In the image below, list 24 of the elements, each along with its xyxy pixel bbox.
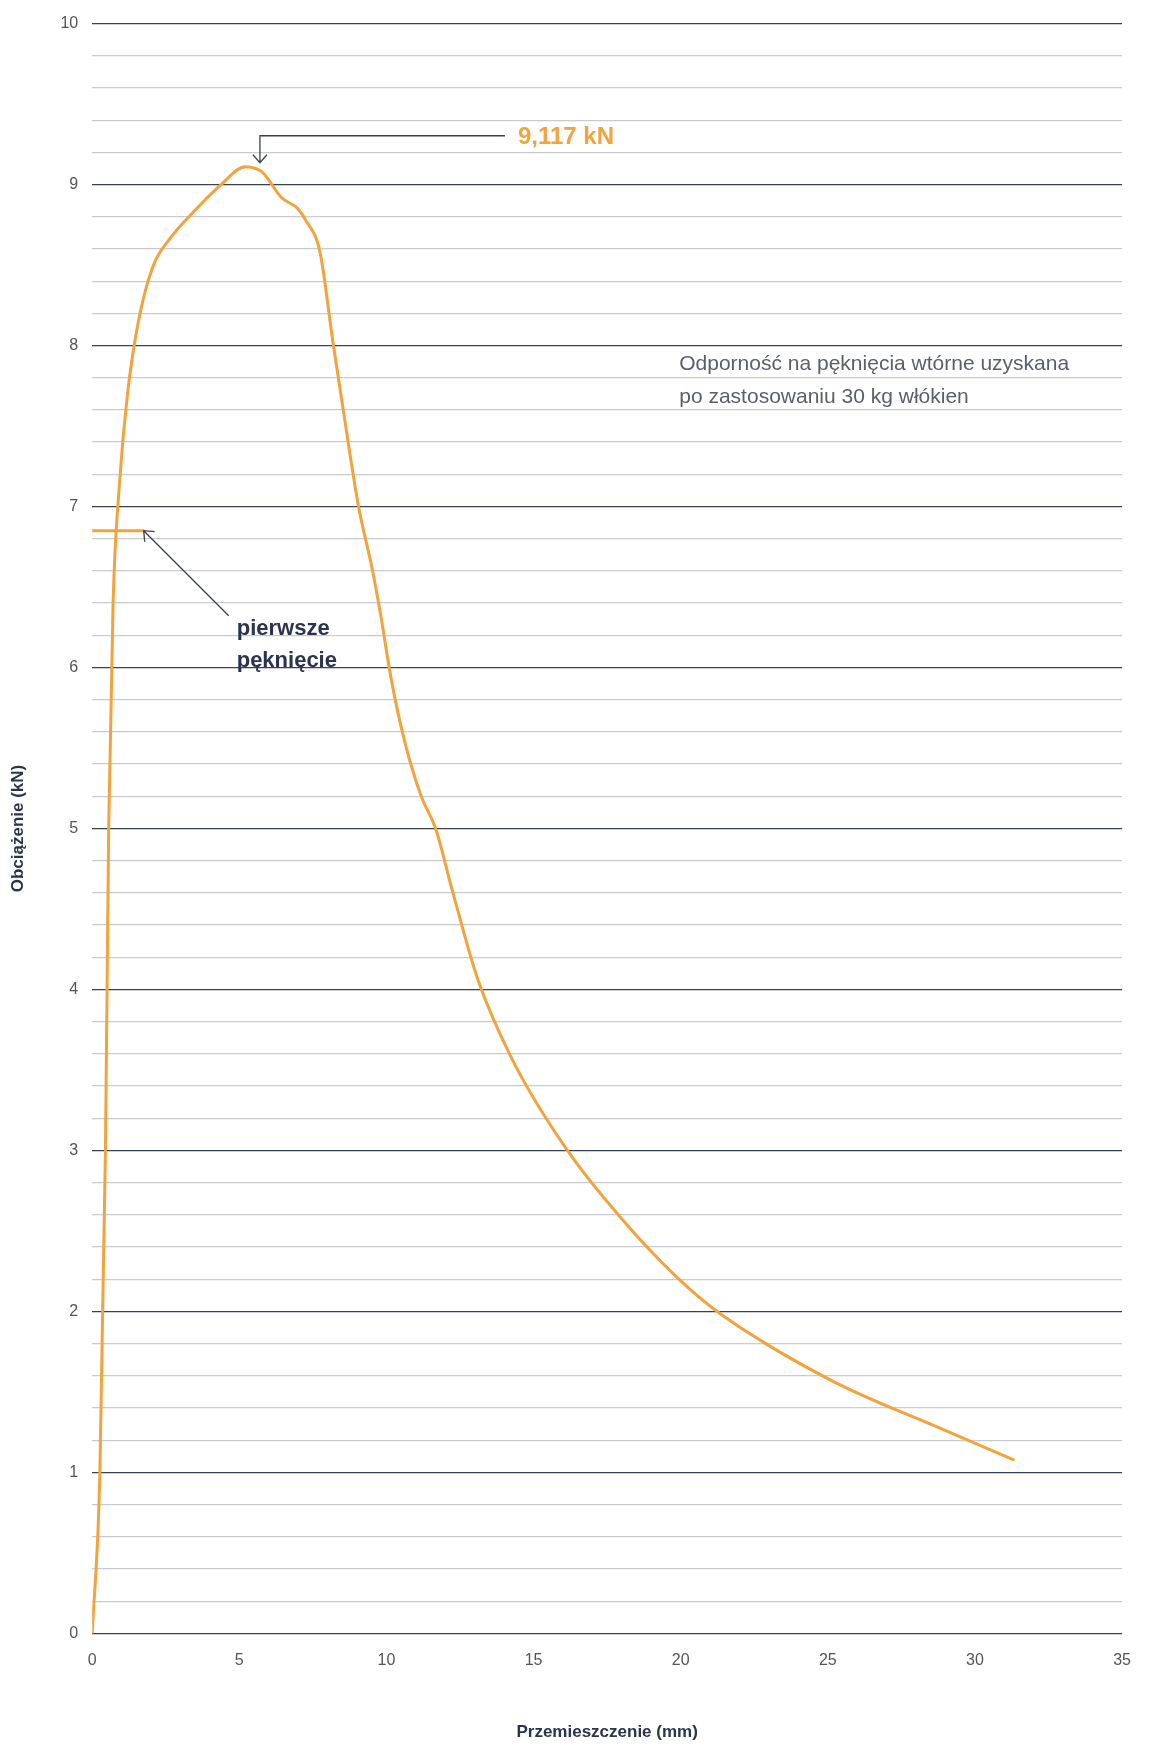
annotation: pierwsze pęknięcie [236, 614, 337, 672]
x-axis-title: Przemieszczenie (mm) [516, 1722, 698, 1742]
y-tick-label: 7 [69, 496, 79, 514]
y-tick-label: 3 [69, 1140, 79, 1158]
annotation: 9,117 kN [517, 122, 615, 150]
x-tick-label: 0 [87, 1651, 97, 1669]
y-tick-label: 5 [69, 818, 79, 836]
x-tick-label: 35 [1113, 1651, 1132, 1669]
y-tick-label: 6 [69, 657, 79, 675]
y-tick-label: 9 [69, 174, 79, 192]
annotation: Odporność na pęknięcia wtórne uzyskana po zastosowaniu 30 kg włókien [679, 350, 1070, 407]
x-tick-label: 25 [818, 1651, 837, 1669]
x-tick-label: 5 [234, 1651, 244, 1669]
y-tick-label: 10 [60, 14, 79, 32]
y-tick-label: 4 [69, 979, 79, 997]
y-tick-label: 1 [69, 1462, 79, 1480]
y-axis-title: Obciążenie (kN) [7, 764, 27, 893]
y-tick-label: 0 [69, 1623, 79, 1641]
y-tick-label: 8 [69, 335, 79, 353]
y-tick-label: 2 [69, 1301, 79, 1319]
x-tick-label: 15 [524, 1651, 543, 1669]
x-tick-label: 30 [966, 1651, 984, 1669]
x-tick-label: 20 [671, 1651, 690, 1669]
x-tick-label: 10 [377, 1651, 396, 1669]
